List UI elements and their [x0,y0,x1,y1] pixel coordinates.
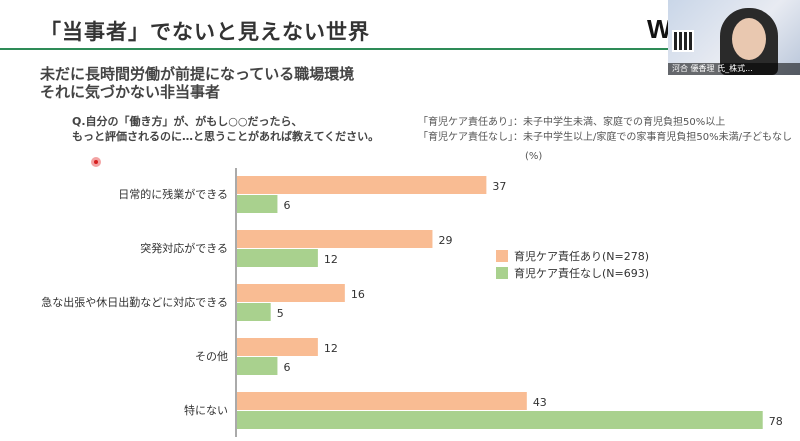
bar-with-care [237,230,433,248]
qr-code-icon [672,30,694,52]
title-divider [0,48,800,50]
company-logo: W [647,14,672,44]
unit-label: (%) [525,151,543,162]
question-line-2: もっと評価されるのに…と思うことがあれば教えてください。 [72,130,380,143]
data-label: 29 [438,234,452,247]
legend-label: 育児ケア責任なし(N=693) [514,266,650,280]
group-definition-note: 「育児ケア責任あり」：未子中学生未満、家庭での育児負担50%以上 「育児ケア責任… [418,115,792,145]
survey-question: Q.自分の「働き方」が、がもし○○だったら、 もっと評価されるのに…と思うことが… [72,114,379,144]
chart-legend: 育児ケア責任あり(N=278) 育児ケア責任なし(N=693) [496,247,649,281]
legend-swatch [496,249,508,262]
data-label: 5 [277,307,284,320]
question-line-1: Q.自分の「働き方」が、がもし○○だったら、 [72,115,303,128]
legend-label: 育児ケア責任あり(N=278) [514,249,650,263]
slide-subtitle: 未だに長時間労働が前提になっている職場環境 それに気づかない非当事者 [40,65,354,101]
subtitle-line-2: それに気づかない非当事者 [40,83,221,101]
bar-without-care [237,249,318,267]
legend-swatch [496,266,508,279]
bar-without-care [237,357,278,375]
bar-without-care [237,411,763,429]
slide-title: 「当事者」でないと見えない世界 [40,20,370,44]
speaker-name: 河合 優香理 氏_株式... [668,63,800,75]
data-label: 43 [533,396,547,409]
webcam-overlay: 河合 優香理 氏_株式... [668,0,800,75]
bar-without-care [237,303,271,321]
bar-with-care [237,338,318,356]
speaker-face [732,18,766,60]
bar-with-care [237,392,527,410]
data-label: 16 [351,288,365,301]
data-label: 12 [324,253,338,266]
bar-with-care [237,176,487,194]
bar-with-care [237,284,345,302]
legend-item: 育児ケア責任あり(N=278) [496,247,649,264]
category-label: 特にない [184,403,228,417]
data-label: 6 [283,199,290,212]
category-label: 急な出張や休日出勤などに対応できる [41,295,228,309]
bar-without-care [237,195,278,213]
data-label: 6 [283,361,290,374]
category-label: その他 [195,350,228,363]
data-label: 37 [492,180,506,193]
data-label: 78 [769,415,783,428]
category-label: 日常的に残業ができる [118,187,228,201]
data-label: 12 [324,342,338,355]
category-label: 突発対応ができる [140,241,228,255]
definition-line-2: 「育児ケア責任なし」：未子中学生以上/家庭での家事育児負担50%未満/子どもなし [418,132,792,143]
definition-line-1: 「育児ケア責任あり」：未子中学生未満、家庭での育児負担50%以上 [418,117,726,128]
laser-pointer-icon [91,157,101,167]
legend-item: 育児ケア責任なし(N=693) [496,264,649,281]
subtitle-line-1: 未だに長時間労働が前提になっている職場環境 [40,65,355,83]
